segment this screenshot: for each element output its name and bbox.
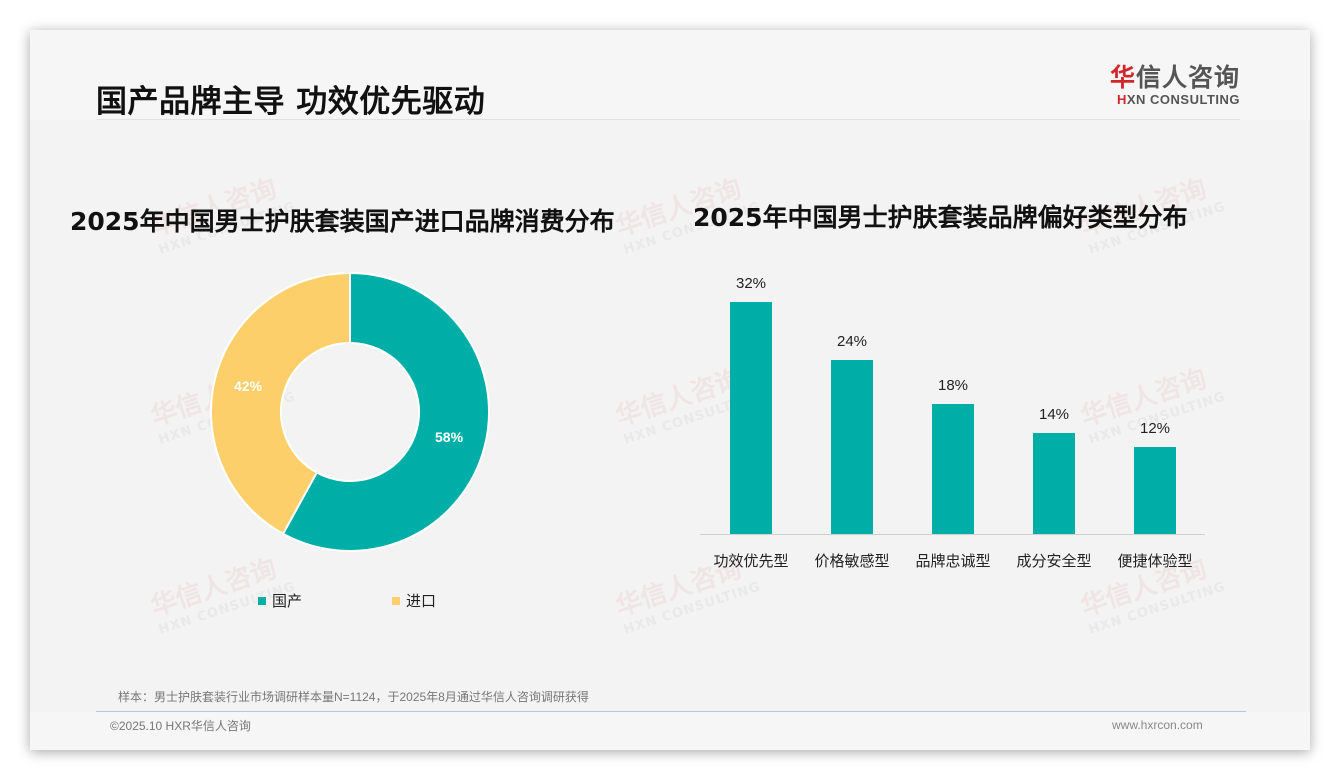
bar-value-label: 32% <box>735 275 767 292</box>
bar-value-label: 14% <box>1038 405 1070 423</box>
bar <box>730 302 772 534</box>
legend-label: 国产 <box>272 593 303 610</box>
legend-item-imported: 进口 <box>392 590 436 611</box>
bar-category-label: 成分安全型 <box>1016 553 1092 570</box>
donut-chart: 58% 42% <box>210 271 490 552</box>
bar-category-label: 价格敏感型 <box>814 553 890 570</box>
donut-chart-title: 2025年中国男士护肤套装国产进口品牌消费分布 <box>70 207 615 236</box>
bar-category-label: 功效优先型 <box>713 553 789 570</box>
donut-slice-domestic <box>281 271 490 552</box>
bar-value-label: 24% <box>836 333 868 350</box>
bar <box>932 403 974 534</box>
source-note: 样本：男士护肤套装行业市场调研样本量N=1124，于2025年8月通过华信人咨询… <box>118 690 589 704</box>
title-divider <box>96 119 1240 120</box>
donut-label-imported: 42% <box>234 378 263 394</box>
footer-band <box>30 712 1310 750</box>
footer-divider <box>96 711 1246 712</box>
bar <box>1033 432 1075 534</box>
bar-category-label: 便捷体验型 <box>1117 553 1193 570</box>
bar <box>1134 447 1176 534</box>
bar-chart-title: 2025年中国男士护肤套装品牌偏好类型分布 <box>693 203 1188 232</box>
donut-label-domestic: 58% <box>435 429 464 445</box>
bar-category-label: 品牌忠诚型 <box>915 553 991 570</box>
donut-slice-imported <box>210 271 351 536</box>
legend-swatch-icon <box>392 596 400 605</box>
legend-item-domestic: 国产 <box>258 590 302 611</box>
bar <box>831 360 873 534</box>
page-title: 国产品牌主导 功效优先驱动 <box>96 84 486 120</box>
copyright: ©2025.10 HXR华信人咨询 <box>110 719 251 733</box>
bar-value-label: 12% <box>1139 420 1171 437</box>
bar-value-label: 18% <box>937 376 969 394</box>
website-link[interactable]: www.hxrcon.com <box>1112 718 1203 732</box>
header-band <box>30 30 1310 120</box>
legend-label: 进口 <box>406 593 437 610</box>
bar-chart: 32% 功效优先型 24% 价格敏感型 18% 品牌忠诚型 14% 成分安全型 12% 便捷体验型 <box>700 270 1205 570</box>
x-axis-line <box>700 534 1205 535</box>
legend-swatch-icon <box>258 596 266 605</box>
brand-logo: 华信人咨询 HXN CONSULTING <box>1109 63 1240 108</box>
donut-chart-svg <box>210 271 490 552</box>
